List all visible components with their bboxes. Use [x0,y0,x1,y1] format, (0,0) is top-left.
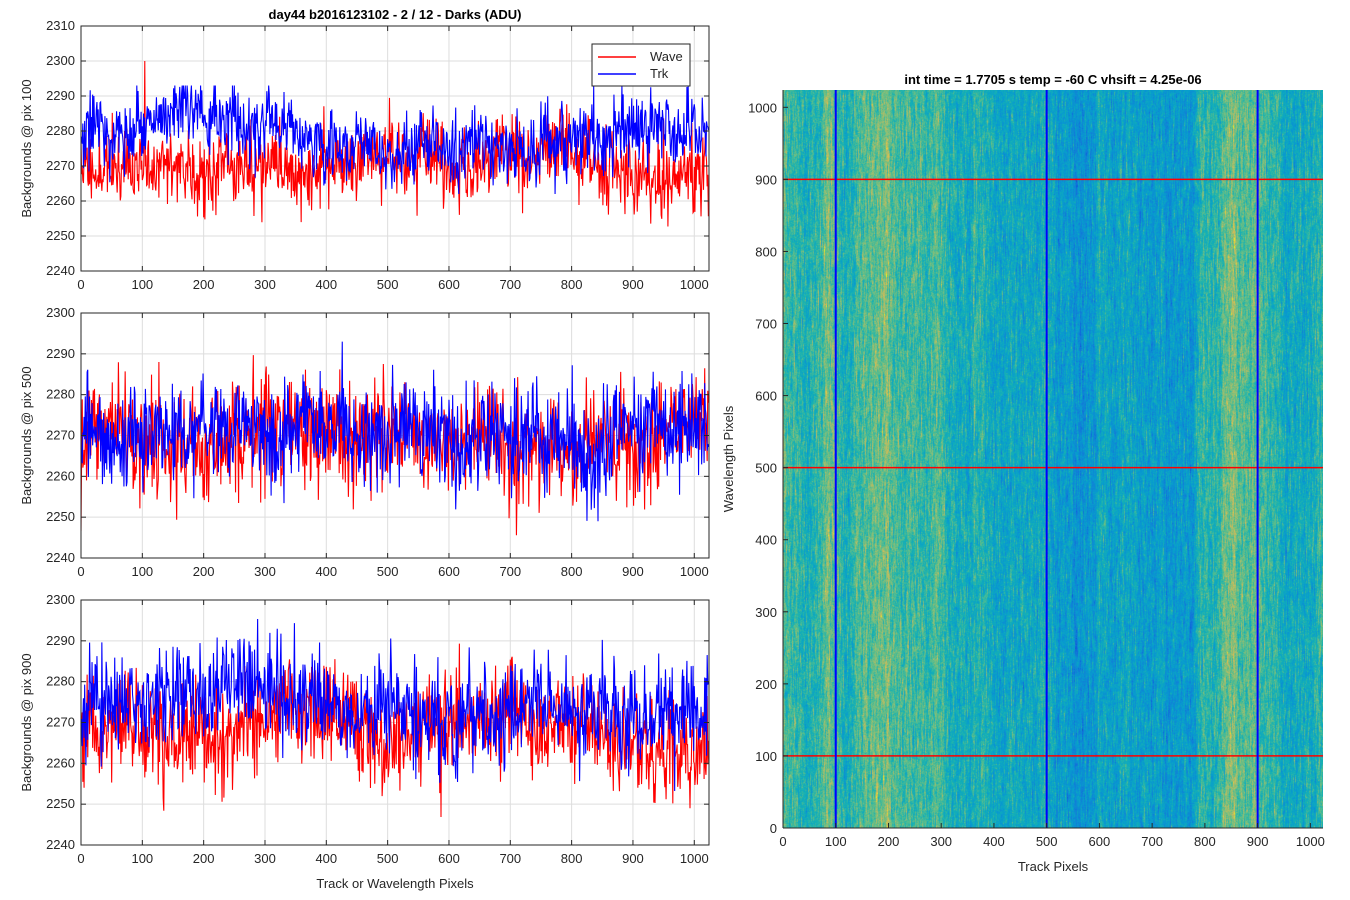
heatmap-y-tick-label: 0 [770,821,777,836]
heatmap-y-tick-label: 1000 [748,100,777,115]
y-tick-label: 2280 [46,387,75,402]
heatmap-x-tick-label: 300 [930,834,952,849]
heatmap-image [783,90,1323,828]
heatmap-y-tick-label: 400 [755,533,777,548]
x-tick-label: 700 [499,277,521,292]
y-tick-label: 2240 [46,837,75,852]
x-tick-label: 100 [131,564,153,579]
x-tick-label: 900 [622,277,644,292]
x-tick-label: 100 [131,277,153,292]
x-tick-label: 500 [377,564,399,579]
x-tick-label: 800 [561,564,583,579]
panel-pix-500: 0 100 200 300 400 500 600 700 800 900 1000 2240 2250… [19,305,710,579]
heatmap-x-tick-label: 500 [1036,834,1058,849]
x-tick-label: 0 [77,851,84,866]
heatmap-x-tick-label: 0 [779,834,786,849]
y-tick-label: 2270 [46,715,75,730]
x-tick-label: 400 [315,277,337,292]
x-tick-label: 500 [377,851,399,866]
x-tick-label: 300 [254,564,276,579]
y-tick-label: 2250 [46,228,75,243]
heatmap-y-tick-label: 500 [755,461,777,476]
x-tick-label: 1000 [680,564,709,579]
y-tick-label: 2260 [46,755,75,770]
heatmap-x-tick-label: 200 [878,834,900,849]
heatmap-y-tick-label: 900 [755,172,777,187]
y-tick-label: 2240 [46,263,75,278]
x-axis-label-left: Track or Wavelength Pixels [316,876,474,891]
x-tick-label: 200 [193,851,215,866]
heatmap-y-tick-label: 300 [755,605,777,620]
heatmap-y-tick-label: 800 [755,244,777,259]
legend-label-wave: Wave [650,49,683,64]
heatmap-panel: 0 100 200 300 400 500 600 700 800 900 1000 0 100 200 3… [748,90,1325,849]
x-tick-label: 0 [77,277,84,292]
x-tick-label: 100 [131,851,153,866]
heatmap-y-axis-label: Wavelength Pixels [721,405,736,512]
series-line-trk [81,341,709,522]
series-line-wave [81,643,709,818]
y-tick-label: 2260 [46,193,75,208]
x-tick-label: 700 [499,564,521,579]
y-tick-label: 2240 [46,550,75,565]
y-axis-label: Backgrounds @ pix 100 [19,79,34,217]
y-tick-label: 2280 [46,123,75,138]
x-tick-label: 600 [438,564,460,579]
y-tick-label: 2290 [46,346,75,361]
y-axis-label: Backgrounds @ pix 900 [19,653,34,791]
series-line-trk [81,618,709,791]
x-tick-label: 800 [561,277,583,292]
y-tick-label: 2310 [46,18,75,33]
heatmap-x-axis-label: Track Pixels [1018,859,1089,874]
legend-label-trk: Trk [650,66,669,81]
y-tick-label: 2300 [46,592,75,607]
x-tick-label: 600 [438,277,460,292]
heatmap-x-tick-label: 700 [1141,834,1163,849]
heatmap-x-tick-label: 600 [1089,834,1111,849]
heatmap-y-tick-label: 700 [755,317,777,332]
x-tick-label: 900 [622,564,644,579]
series-line-trk [81,85,709,195]
heatmap-y-tick-label: 600 [755,389,777,404]
x-tick-label: 900 [622,851,644,866]
x-tick-label: 700 [499,851,521,866]
y-tick-label: 2260 [46,468,75,483]
x-tick-label: 300 [254,851,276,866]
y-tick-label: 2280 [46,674,75,689]
x-tick-label: 1000 [680,851,709,866]
y-tick-label: 2250 [46,796,75,811]
heatmap-title: int time = 1.7705 s temp = -60 C vhsift … [904,72,1201,87]
x-tick-label: 800 [561,851,583,866]
x-tick-label: 200 [193,564,215,579]
chart-title: day44 b2016123102 - 2 / 12 - Darks (ADU) [269,7,522,22]
panel-pix-900: 0 100 200 300 400 500 600 700 800 900 1000 2240 2250… [19,592,710,866]
x-tick-label: 500 [377,277,399,292]
y-tick-label: 2290 [46,88,75,103]
y-tick-label: 2250 [46,509,75,524]
y-tick-label: 2270 [46,428,75,443]
heatmap-x-tick-label: 800 [1194,834,1216,849]
y-axis-label: Backgrounds @ pix 500 [19,366,34,504]
x-tick-label: 600 [438,851,460,866]
x-tick-label: 200 [193,277,215,292]
x-tick-label: 1000 [680,277,709,292]
legend-box [591,43,691,87]
heatmap-x-tick-label: 100 [825,834,847,849]
x-tick-label: 300 [254,277,276,292]
heatmap-y-tick-label: 100 [755,749,777,764]
heatmap-x-tick-label: 1000 [1296,834,1325,849]
y-tick-label: 2300 [46,305,75,320]
heatmap-x-tick-label: 400 [983,834,1005,849]
heatmap-y-tick-label: 200 [755,677,777,692]
heatmap-x-tick-label: 900 [1247,834,1269,849]
y-tick-label: 2290 [46,633,75,648]
panel-pix-100: 0 100 200 300 400 500 600 700 800 900 1000 2240 2250… [19,18,710,292]
axes-frame [80,25,710,272]
x-tick-label: 400 [315,851,337,866]
y-tick-label: 2300 [46,53,75,68]
x-tick-label: 400 [315,564,337,579]
x-tick-label: 0 [77,564,84,579]
y-tick-label: 2270 [46,158,75,173]
